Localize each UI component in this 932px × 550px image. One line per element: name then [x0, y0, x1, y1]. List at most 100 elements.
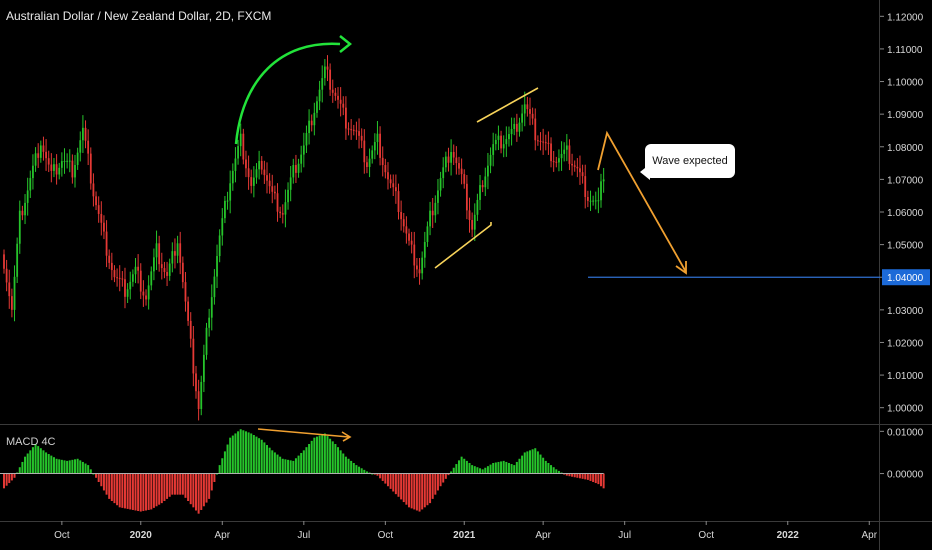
time-axis-label: 2022	[777, 530, 800, 541]
macd-bar	[544, 460, 547, 474]
macd-bar	[318, 435, 321, 474]
macd-bar	[413, 473, 416, 510]
candle-body	[231, 170, 234, 184]
macd-bar	[373, 473, 376, 475]
macd-bar	[39, 448, 42, 474]
macd-bar	[444, 473, 447, 479]
macd-bar	[578, 473, 581, 479]
candle-body	[247, 168, 250, 178]
macd-bar	[74, 459, 77, 474]
macd-bar	[202, 473, 205, 507]
candle-body	[202, 354, 205, 382]
macd-bar	[281, 458, 284, 474]
candle-body	[542, 141, 545, 143]
candle-body	[447, 156, 450, 163]
candle-body	[53, 164, 55, 171]
macd-bar	[397, 473, 400, 497]
candle-body	[329, 69, 332, 90]
candle-body	[187, 301, 189, 321]
candle-body	[266, 175, 268, 181]
candle-body	[100, 213, 103, 223]
price-axis-label: 1.06000	[887, 208, 924, 219]
price-axis-label: 1.02000	[887, 338, 924, 349]
candle-body	[600, 181, 602, 201]
candle-body	[389, 179, 392, 184]
candle-body	[252, 177, 255, 186]
candle-body	[413, 244, 416, 266]
candle-body	[458, 163, 460, 169]
macd-bar	[134, 473, 137, 511]
annotation-wave-expected[interactable]: Wave expected	[645, 144, 735, 178]
candle-body	[273, 191, 276, 194]
macd-histogram	[3, 429, 605, 514]
macd-bar	[479, 468, 482, 474]
candle-body	[437, 190, 439, 203]
candle-body	[8, 282, 11, 297]
candle-body	[521, 113, 524, 123]
macd-bar	[276, 454, 279, 474]
macd-bar	[418, 473, 421, 512]
candle-body	[171, 251, 174, 264]
candle-body	[147, 285, 150, 300]
candle-body	[494, 139, 497, 145]
macd-bar	[347, 458, 350, 474]
macd-bar	[321, 434, 324, 474]
candle-body	[376, 133, 379, 143]
macd-bar	[455, 464, 458, 474]
macd-bar	[255, 436, 258, 474]
candle-body	[116, 277, 118, 279]
macd-bar	[205, 473, 208, 503]
macd-bar	[452, 467, 455, 474]
macd-bar	[363, 469, 366, 474]
macd-bar	[52, 457, 55, 474]
candle-body	[229, 183, 232, 201]
time-axis-label: 2021	[453, 530, 476, 541]
candle-body	[426, 226, 429, 243]
macd-bar	[81, 461, 84, 474]
candle-body	[295, 165, 297, 173]
macd-bar	[60, 459, 63, 474]
candle-body	[47, 158, 50, 165]
candle-body	[544, 142, 547, 144]
macd-bar	[250, 433, 253, 474]
macd-bar	[266, 445, 268, 474]
macd-bar	[208, 473, 211, 499]
candle-body	[592, 200, 595, 202]
macd-bar	[131, 473, 134, 510]
macd-bar	[271, 450, 274, 474]
candle-body	[444, 156, 447, 168]
macd-bar	[110, 473, 113, 501]
candle-body	[137, 266, 140, 271]
macd-bar	[513, 465, 516, 474]
candle-body	[460, 168, 463, 175]
projected-arrow-head	[675, 261, 687, 275]
candle-body	[29, 178, 32, 191]
candle-body	[455, 157, 458, 164]
candle-body	[160, 264, 163, 269]
candle-body	[76, 152, 79, 166]
candle-body	[318, 89, 321, 102]
candle-body	[300, 154, 303, 164]
candle-body	[352, 129, 355, 131]
macd-bar	[486, 466, 489, 474]
candle-body	[597, 200, 600, 202]
candle-body	[216, 256, 218, 277]
candle-body	[489, 154, 492, 166]
macd-bar	[158, 473, 161, 505]
candle-body	[110, 262, 113, 271]
macd-bar	[273, 452, 276, 474]
candle-body	[381, 157, 384, 166]
macd-bar	[66, 460, 69, 474]
candle-body	[224, 200, 226, 219]
candle-body	[465, 183, 468, 211]
candle-body	[166, 272, 168, 276]
macd-bar	[300, 452, 303, 474]
macd-bar	[244, 431, 247, 474]
time-axis-label: Oct	[378, 530, 394, 541]
candles	[3, 55, 605, 421]
macd-bar	[100, 473, 103, 487]
candle-body	[497, 135, 500, 140]
candle-body	[10, 296, 13, 310]
candle-body	[221, 218, 224, 236]
